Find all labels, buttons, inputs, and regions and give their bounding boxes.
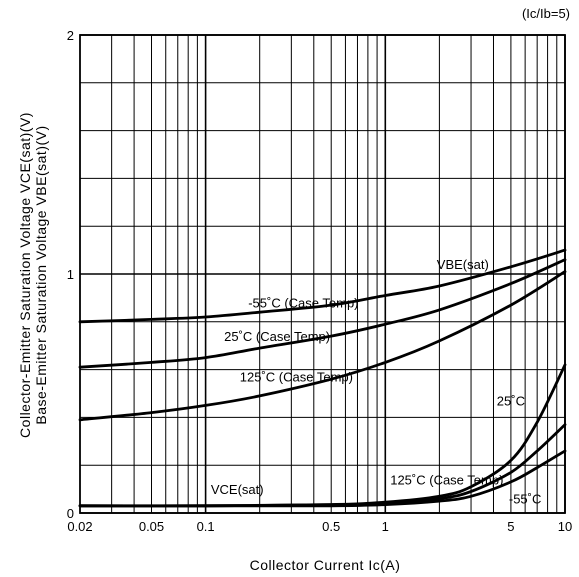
curve-label-4: VCE(sat) <box>211 482 264 497</box>
tick-labels: 0.02 0.05 0.1 0.5 1 5 10 0 1 2 <box>67 28 572 534</box>
series-line-1: VBE(sat) 25°C (Case Temp) <box>78 258 567 369</box>
y-axis-title-vce: Collector-Emitter Saturation Voltage VCE… <box>17 112 33 438</box>
y-axis-title-vbe: Base-Emitter Saturation Voltage VBE(sat)… <box>33 125 49 424</box>
curve-label-0: VBE(sat) <box>437 257 489 272</box>
x-tick-label: 5 <box>507 519 514 534</box>
x-tick-label: 1 <box>382 519 389 534</box>
y-tick-label: 1 <box>67 267 74 282</box>
series-line-0: VBE(sat) -55°C (Case Temp) <box>78 248 567 324</box>
plot-frame <box>79 34 566 514</box>
x-tick-label: 0.1 <box>197 519 215 534</box>
x-tick-label: 0.05 <box>139 519 164 534</box>
series-line-5: VCE(sat) -55°C <box>78 449 567 508</box>
curve-label-2: 25˚C (Case Temp) <box>224 329 330 344</box>
curve-label-7: -55˚C <box>509 491 542 506</box>
series-line-2: VBE(sat) 125°C (Case Temp) <box>78 270 567 422</box>
grid <box>79 34 566 514</box>
curve-labels: VBE(sat) -55˚C (Case Temp) 25˚C (Case Temp… <box>211 257 542 506</box>
curve-label-6: 25˚C <box>497 393 525 408</box>
x-tick-label: 0.5 <box>322 519 340 534</box>
curve-label-1: -55˚C (Case Temp) <box>248 295 358 310</box>
x-tick-label: 0.02 <box>67 519 92 534</box>
curves: VBE(sat) -55°C (Case Temp)VBE(sat) 25°C … <box>78 248 567 508</box>
y-tick-label: 0 <box>67 506 74 521</box>
x-tick-label: 10 <box>558 519 572 534</box>
condition-label: (Ic/Ib=5) <box>522 6 570 21</box>
x-axis-title: Collector Current Ic(A) <box>250 557 401 573</box>
y-tick-label: 2 <box>67 28 74 43</box>
curve-label-3: 125˚C (Case Temp) <box>240 370 353 385</box>
curve-label-5: 125˚C (Case Temp) <box>390 472 503 487</box>
